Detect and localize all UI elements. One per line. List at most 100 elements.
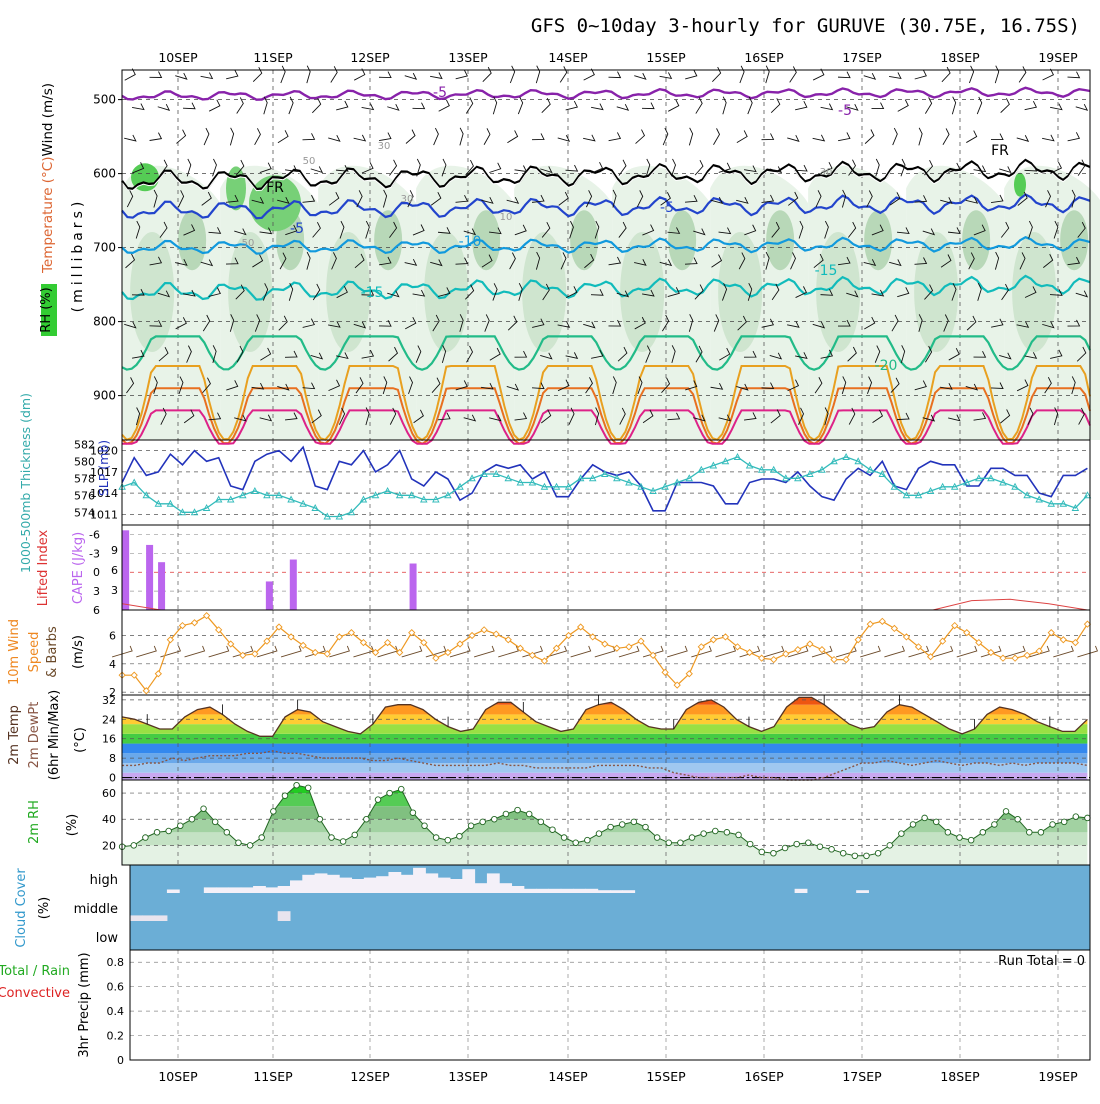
high-cloud-bar (573, 888, 586, 893)
wind-barb (182, 102, 196, 110)
wind-barb (158, 346, 169, 362)
wind-barb (183, 289, 196, 297)
thickness-marker (601, 470, 609, 477)
ylabel-wind-b: Speed (27, 632, 42, 673)
rh-marker (828, 846, 835, 853)
wind-barb (813, 253, 824, 269)
wind-barb (149, 320, 163, 327)
wind-barb (481, 382, 494, 390)
cape-bar (265, 581, 273, 610)
date-label-bottom: 13SEP (448, 1069, 488, 1084)
wind-barb (389, 221, 398, 238)
date-label-top: 13SEP (448, 50, 488, 65)
wind-barb (432, 314, 440, 332)
high-cloud-bar (363, 877, 377, 893)
wind-speed-marker (1023, 651, 1031, 659)
wind-barb (235, 159, 245, 176)
rh-marker (165, 827, 172, 835)
wind-tick: 6 (109, 630, 116, 643)
wind-barb (557, 379, 570, 392)
rh-contour-label: 50 (242, 238, 255, 249)
wind-speed-marker (142, 687, 150, 695)
wind-barb (871, 224, 884, 236)
rh-shade (178, 210, 207, 271)
high-cloud-bar (216, 887, 229, 893)
wind-barb (465, 97, 474, 114)
high-cloud-bar (856, 890, 869, 893)
wind-speed-marker (227, 640, 235, 648)
thickness-marker (540, 482, 549, 490)
rh-marker (758, 848, 766, 856)
rh-marker (700, 830, 707, 837)
wind-barb (794, 164, 808, 172)
wind-barb (872, 409, 884, 424)
surface-wind-barb (401, 645, 423, 658)
thickness-marker (806, 470, 814, 477)
surface-wind-barb (522, 645, 543, 658)
wind-barb (492, 96, 498, 115)
temp-bands (122, 697, 1088, 780)
wind-barb (645, 345, 651, 363)
ylabel-cloud: Cloud Cover (14, 868, 29, 948)
wind-barb (355, 377, 364, 394)
rh-marker (456, 832, 463, 840)
wind-barb (557, 320, 571, 328)
li-tick: 6 (93, 604, 100, 617)
slp-tick: 1020 (90, 445, 118, 458)
wind-barb (302, 194, 316, 203)
wind-speed-marker (504, 636, 512, 644)
wind-barb (1067, 319, 1081, 327)
wind-barb (668, 99, 680, 112)
wind-speed-marker (685, 670, 693, 678)
wind-barb (1000, 409, 1011, 424)
wind-barb (438, 287, 451, 297)
wind-barb (354, 253, 365, 269)
wind-barb (225, 194, 239, 203)
rh-marker (293, 781, 300, 789)
isotherm-minus20 (121, 335, 1091, 371)
wind-barb (889, 192, 901, 206)
wind-barb (540, 166, 553, 174)
thickness-tick: 582 (74, 438, 95, 451)
thickness-marker (733, 453, 742, 460)
wind-barb (867, 376, 873, 394)
wind-barb (531, 194, 545, 203)
wind-barb (747, 96, 753, 115)
wind-barb (229, 127, 235, 146)
wind-barb (437, 227, 451, 234)
wind-speed-marker (323, 650, 331, 658)
wind-barb (999, 352, 1012, 360)
rh-marker (200, 805, 207, 813)
thickness-marker (902, 491, 911, 499)
wind-barb (789, 66, 797, 83)
wind-barb (565, 286, 578, 299)
li-tick: -3 (89, 547, 100, 560)
wind-barb (407, 190, 414, 208)
wind-barb (251, 382, 265, 390)
surface-wind-barb (1004, 645, 1026, 658)
rh-shade (522, 232, 567, 352)
wind-barb (277, 383, 290, 391)
rh-marker (723, 829, 731, 836)
wind-barb (1077, 221, 1086, 238)
wind-barb (124, 134, 137, 142)
thickness-marker (637, 482, 645, 490)
rh-shade (1060, 210, 1089, 271)
wind-barb (569, 220, 574, 239)
ylabel-temperature: Temperature (°C) (40, 156, 56, 274)
wind-barb (994, 251, 1000, 270)
wind-barb (897, 99, 909, 112)
rh-marker (246, 842, 254, 849)
surface-wind-barb (811, 645, 833, 658)
wind-barb (404, 72, 418, 80)
wind-barb (718, 414, 732, 422)
wind-barb (416, 158, 421, 177)
rh-shade (718, 232, 763, 352)
wind-tick: 4 (109, 658, 116, 671)
wind-barb (712, 66, 722, 83)
wind-barb (431, 377, 441, 393)
wind-barb (404, 259, 418, 266)
rh-marker (793, 840, 800, 848)
wind-barb (565, 100, 578, 111)
wind-barb (866, 190, 873, 208)
